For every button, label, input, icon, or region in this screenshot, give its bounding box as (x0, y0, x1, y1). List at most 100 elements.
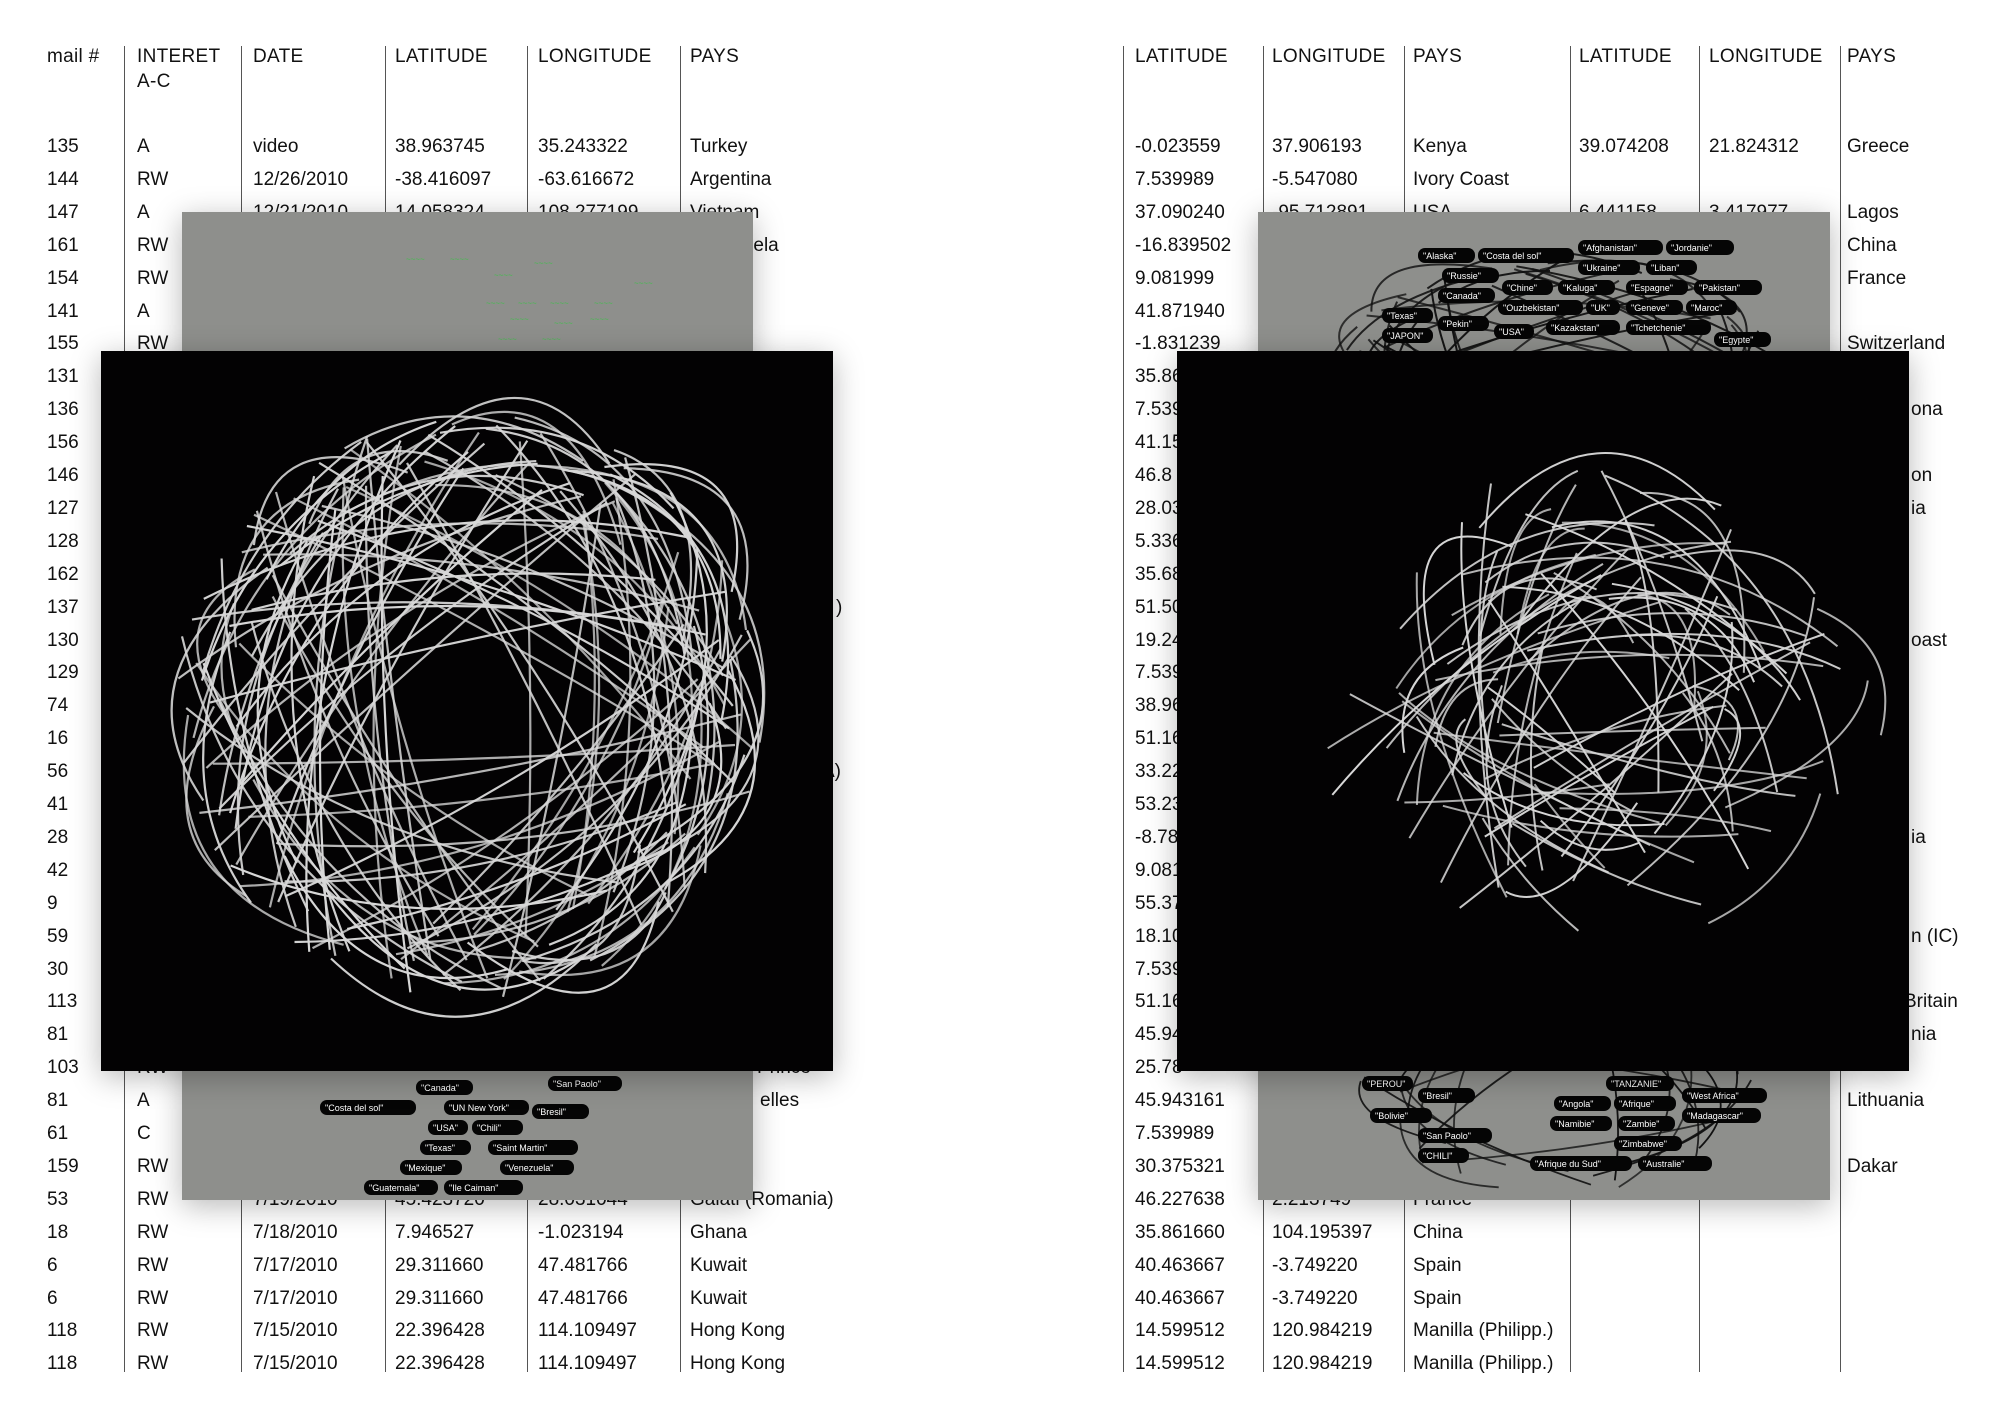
column-header-country: PAYS (1413, 46, 1463, 67)
cell-latitude: 9.081 (1135, 859, 1183, 881)
place-label: "Canada" (1438, 288, 1495, 303)
route-arc (1493, 641, 1811, 830)
route-arc (696, 623, 743, 836)
cell-latitude: 45.94 (1135, 1024, 1183, 1046)
route-arc (406, 634, 743, 950)
cell-latitude: 22.396428 (395, 1320, 485, 1342)
route-arc (248, 762, 716, 818)
route-arc (240, 740, 721, 888)
place-label: "Canada" (416, 1080, 473, 1095)
route-arc (284, 639, 720, 898)
cell-mail-number: 118 (47, 1320, 78, 1342)
cell-latitude: -1.831239 (1135, 333, 1221, 355)
column-header-latitude-2: LATITUDE (1579, 46, 1672, 67)
svg-text:"Ouzbekistan": "Ouzbekistan" (1503, 303, 1559, 313)
cell-interest: RW (137, 333, 169, 355)
route-arc (589, 658, 739, 962)
cell-longitude: 104.195397 (1272, 1221, 1373, 1243)
svg-text:"Jordanie": "Jordanie" (1671, 243, 1712, 253)
cell-mail-number: 161 (47, 234, 79, 256)
place-label: "San Paolo" (1418, 1128, 1492, 1143)
cell-country: Hong Kong (690, 1320, 786, 1342)
route-arc (234, 425, 456, 829)
route-arc (1478, 452, 1716, 529)
cell-latitude: 41.871940 (1135, 300, 1225, 322)
place-label: "Mexique" (400, 1160, 462, 1175)
svg-text:"Alaska": "Alaska" (1423, 251, 1456, 261)
svg-text:"Ile Caiman": "Ile Caiman" (449, 1183, 498, 1193)
cell-mail-number: 113 (47, 991, 78, 1013)
cell-latitude: 25.78 (1135, 1057, 1183, 1079)
cell-longitude: 47.481766 (538, 1287, 628, 1309)
cell-country: Argentina (690, 168, 772, 190)
route-arc (1653, 621, 1734, 835)
cell-longitude-2: 21.824312 (1709, 136, 1799, 157)
green-label-mark: ~~~~ (450, 255, 469, 264)
cell-latitude: 37.090240 (1135, 201, 1225, 223)
svg-text:"Geneve": "Geneve" (1631, 303, 1669, 313)
route-arc (201, 441, 362, 673)
cell-latitude: 41.15 (1135, 432, 1183, 454)
cell-latitude: 55.37 (1135, 892, 1183, 914)
cell-country-2: ia (1911, 826, 1926, 848)
route-arc (1415, 572, 1508, 898)
route-arc (341, 487, 429, 956)
svg-text:"Afghanistan": "Afghanistan" (1583, 243, 1637, 253)
route-arc (252, 778, 537, 960)
route-arc (177, 495, 582, 680)
route-arc (1501, 723, 1796, 797)
route-arc (439, 426, 675, 510)
cell-longitude: 114.109497 (538, 1353, 637, 1375)
place-label: "Zimbabwe" (1614, 1136, 1682, 1151)
place-label: "Chine" (1502, 280, 1553, 295)
cell-latitude: 7.539 (1135, 958, 1183, 980)
cell-mail-number: 137 (47, 596, 79, 618)
svg-text:"Angola": "Angola" (1559, 1099, 1593, 1109)
green-label-mark: ~~~~ (554, 319, 573, 328)
route-arc (1455, 718, 1487, 798)
green-label-mark: ~~~~ (498, 335, 517, 344)
route-arc (1451, 542, 1726, 617)
place-label: "UN New York" (444, 1100, 529, 1115)
route-arc (1604, 474, 1839, 795)
place-label: "Ukraine" (1578, 260, 1640, 275)
svg-text:"Zimbabwe": "Zimbabwe" (1619, 1139, 1667, 1149)
green-label-mark: ~~~~ (406, 255, 425, 264)
right-black-globe-render (1177, 351, 1909, 1071)
place-label: "Pekin" (1438, 316, 1489, 331)
cell-country-2: Lithuania (1847, 1090, 1925, 1112)
route-arc (1442, 804, 1739, 838)
route-arc (279, 462, 538, 567)
cell-latitude: 40.463667 (1135, 1254, 1225, 1276)
svg-text:"UK": "UK" (1591, 303, 1610, 313)
route-arc (398, 396, 611, 466)
cell-latitude: 7.539989 (1135, 168, 1215, 190)
route-arc (1669, 549, 1816, 595)
place-label: "Pakistan" (1694, 280, 1762, 295)
cell-interest: C (137, 1123, 151, 1144)
cell-country: Manilla (Philipp.) (1413, 1320, 1554, 1342)
place-label: "Kaluga" (1558, 280, 1615, 295)
cell-mail-number: 144 (47, 168, 79, 190)
place-label: "Jordanie" (1666, 240, 1734, 255)
svg-text:"CHILI": "CHILI" (1423, 1151, 1452, 1161)
render-canvas (1327, 452, 1887, 932)
cell-country: elles (760, 1090, 800, 1112)
route-arc (1395, 553, 1597, 690)
route-arc (289, 474, 584, 555)
route-arc (264, 488, 339, 928)
cell-latitude: 28.03 (1135, 497, 1183, 519)
route-arc (275, 467, 465, 845)
svg-text:"Bolivie": "Bolivie" (1375, 1111, 1408, 1121)
column-divider (1123, 46, 1124, 1372)
cell-mail-number: 162 (47, 563, 79, 585)
cell-longitude: -63.616672 (538, 168, 635, 190)
green-label-mark: ~~~~ (590, 315, 609, 324)
place-label: "Guatemala" (364, 1180, 438, 1195)
cell-latitude: 46.8 (1135, 465, 1172, 486)
place-label: "Venezuela" (500, 1160, 574, 1175)
svg-text:"Texas": "Texas" (425, 1143, 455, 1153)
place-label: "Maroc" (1686, 300, 1737, 315)
place-label: "JAPON" (1382, 328, 1433, 343)
cell-mail-number: 127 (47, 497, 79, 519)
